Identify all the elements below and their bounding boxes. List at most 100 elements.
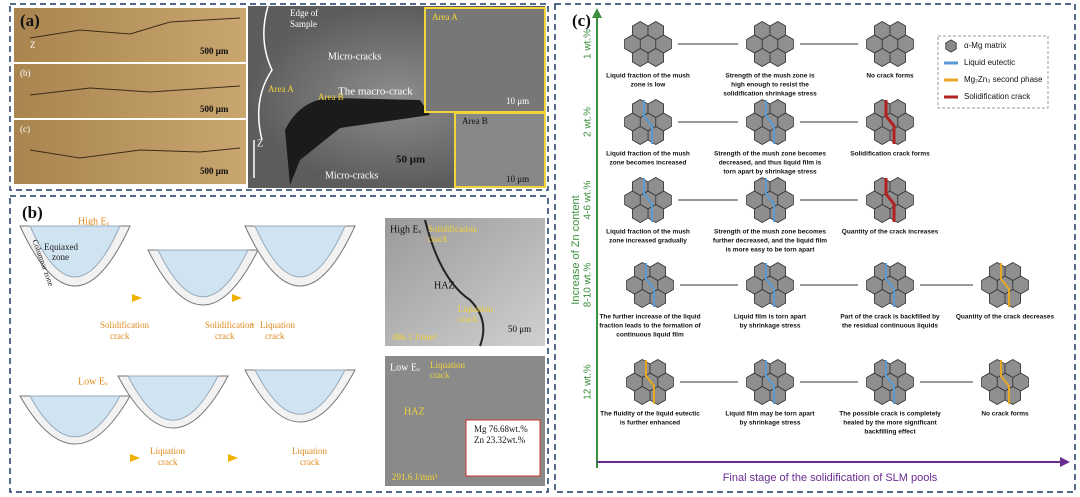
eds-value: Zn 23.32wt.% xyxy=(474,435,526,445)
grain xyxy=(754,359,771,378)
grain xyxy=(1004,386,1021,405)
grain xyxy=(634,262,651,281)
annotation: zone xyxy=(52,252,69,262)
legend-swatch xyxy=(945,39,957,53)
annotation: Solidification xyxy=(100,320,149,330)
annotation: Equiaxed xyxy=(44,242,78,252)
boundary-phase xyxy=(765,360,775,404)
caption: The possible crack is completely xyxy=(839,411,941,418)
grain xyxy=(634,359,651,378)
grain xyxy=(889,177,906,196)
panel-a: (a) (b) (c) Z 500 μm 500 μm 500 μm Edge … xyxy=(14,5,546,188)
annotation: crack xyxy=(215,331,235,341)
boundary-phase xyxy=(884,100,896,144)
grain xyxy=(874,99,891,118)
grain xyxy=(1004,289,1021,308)
grain xyxy=(769,204,786,223)
caption: Strength of the mush zone becomes xyxy=(714,151,826,158)
equiaxed-zone xyxy=(29,395,121,438)
panel-c: (c) Increase of Zn content Final stage o… xyxy=(570,8,1070,484)
legend-label: Solidification crack xyxy=(964,92,1031,101)
grain xyxy=(769,386,786,405)
annotation: crack xyxy=(110,331,130,341)
grain xyxy=(632,21,649,40)
equiaxed-zone xyxy=(254,369,346,415)
row-label: 2 wt.% xyxy=(583,107,594,137)
scale-bar: 50 μm xyxy=(508,324,531,334)
macro-crack xyxy=(285,98,430,185)
photo xyxy=(14,8,246,62)
grain xyxy=(647,21,664,40)
grain xyxy=(874,21,891,40)
grain xyxy=(1004,359,1021,378)
annotation: crack xyxy=(430,370,450,380)
grain xyxy=(874,359,891,378)
caption: is further enhanced xyxy=(620,420,680,427)
process-arrow xyxy=(130,454,140,462)
grain xyxy=(649,386,666,405)
annotation: 291.6 J/mm³ xyxy=(392,472,438,482)
grain xyxy=(769,359,786,378)
inset-title: Area B xyxy=(462,116,488,126)
grain xyxy=(769,126,786,145)
x-axis-label: Final stage of the solidification of SLM… xyxy=(723,472,938,484)
panel-frame xyxy=(554,3,1076,493)
boundary-phase xyxy=(765,263,775,307)
caption: Strength of the mush zone becomes xyxy=(714,229,826,236)
grain xyxy=(649,289,666,308)
grain xyxy=(889,204,906,223)
micro-title: Low Eᵥ xyxy=(390,362,420,373)
grain xyxy=(889,359,906,378)
panel-frame xyxy=(9,3,549,191)
scale-bar: 10 μm xyxy=(506,174,529,184)
annotation: crack xyxy=(158,457,178,467)
arrow-head xyxy=(592,8,602,18)
legend-label: Liquid eutectic xyxy=(964,58,1015,67)
caption: Solidification crack forms xyxy=(850,151,930,158)
annotation: Area A xyxy=(268,84,294,94)
annotation: HAZ xyxy=(434,280,455,291)
boundary-phase xyxy=(643,178,653,222)
scale-bar: 500 μm xyxy=(200,104,229,114)
grain xyxy=(754,99,771,118)
annotation: Liquation xyxy=(292,446,327,456)
annotation: High Eᵥ xyxy=(78,216,110,227)
grain xyxy=(889,48,906,67)
boundary-phase xyxy=(645,263,655,307)
caption: continuous liquid film xyxy=(616,332,684,339)
process-arrow xyxy=(132,294,142,302)
process-arrow xyxy=(228,454,238,462)
grain xyxy=(989,262,1006,281)
scale-bar: 500 μm xyxy=(200,166,229,176)
annotation: crack xyxy=(300,457,320,467)
annotation: 486.1 J/mm³ xyxy=(392,332,438,342)
annotation: The macro-crack xyxy=(338,86,413,98)
inset xyxy=(454,112,546,188)
equiaxed-zone xyxy=(254,225,346,278)
micro-title: High Eᵥ xyxy=(390,224,422,235)
caption: is more easy to be torn apart xyxy=(726,247,816,254)
annotation: Micro-cracks xyxy=(325,170,378,181)
caption: Liquid fraction of the mush xyxy=(606,229,690,236)
panel-label: (a) xyxy=(20,11,40,30)
annotation: Liquation xyxy=(150,446,185,456)
caption: backfilling effect xyxy=(864,429,916,436)
grain xyxy=(769,262,786,281)
caption: Liquid film is torn apart xyxy=(734,314,807,321)
micrograph xyxy=(385,218,545,346)
caption: high enough to resist the xyxy=(731,82,809,89)
eds-value: Mg 76.68wt.% xyxy=(474,424,528,434)
annotation: crack xyxy=(428,234,448,244)
caption: zone is low xyxy=(631,82,667,89)
caption: further decreased, and the liquid film xyxy=(713,238,827,245)
annotation: Area B xyxy=(318,92,344,102)
grain xyxy=(874,177,891,196)
annotation: crack xyxy=(458,314,478,324)
grain xyxy=(769,48,786,67)
boundary-phase xyxy=(765,178,775,222)
caption: The fluidity of the liquid eutectic xyxy=(600,411,700,418)
boundary-phase xyxy=(885,360,895,404)
arrow-head xyxy=(1060,457,1070,467)
grain xyxy=(649,262,666,281)
caption: zone becomes increased xyxy=(610,160,687,167)
